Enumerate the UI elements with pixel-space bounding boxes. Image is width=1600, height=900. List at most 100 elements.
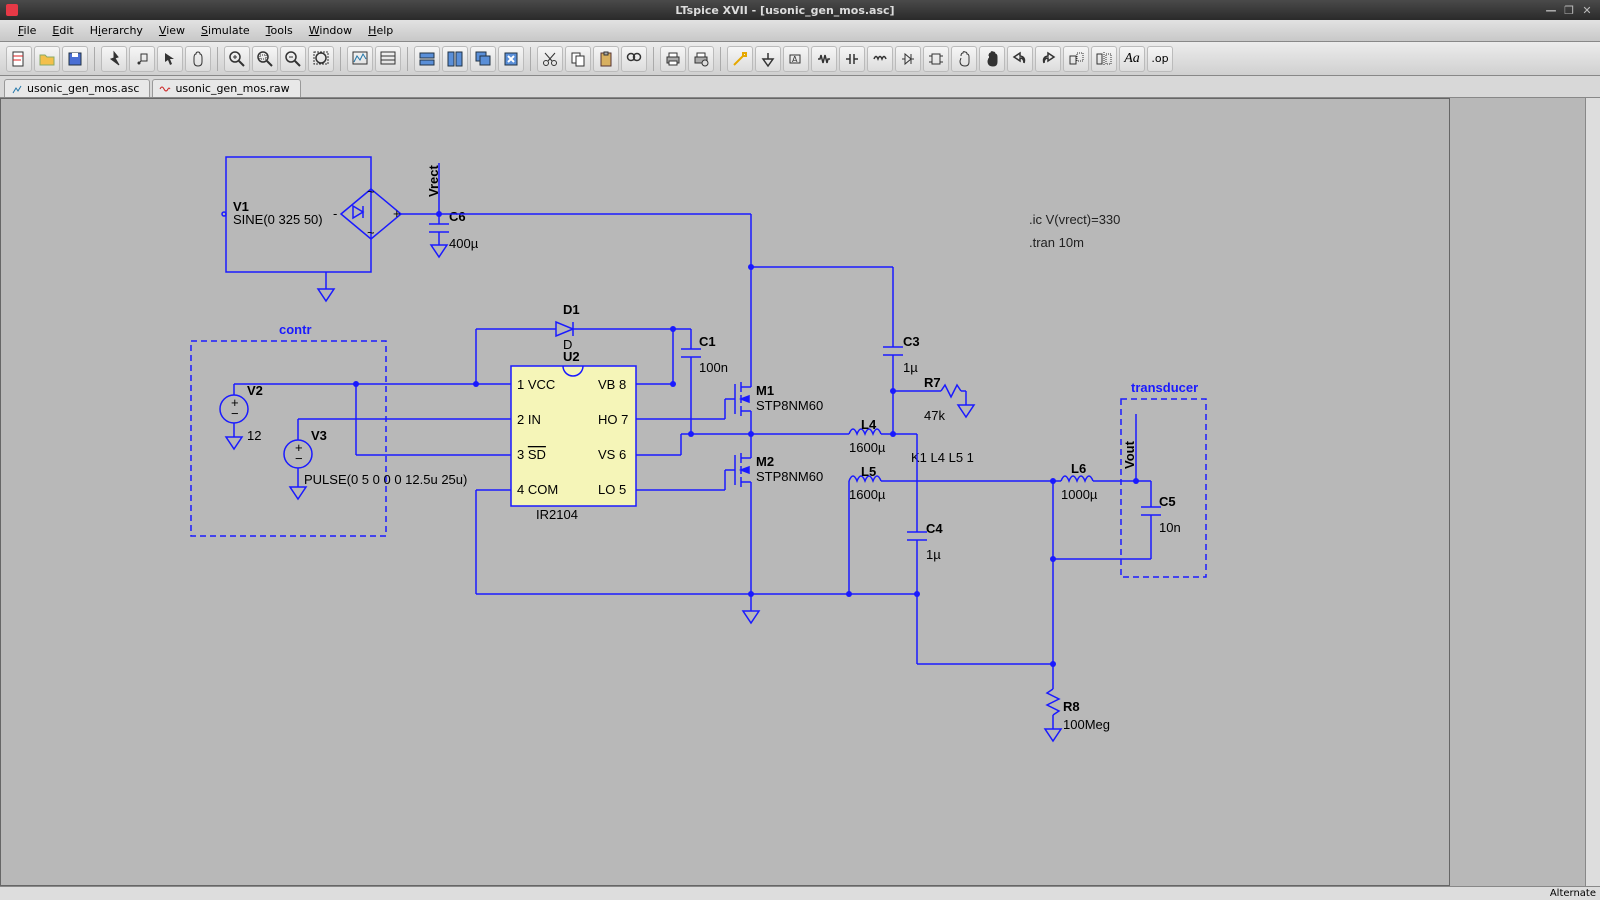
bridge-diode-icon bbox=[353, 206, 363, 218]
menu-simulate[interactable]: Simulate bbox=[195, 22, 256, 39]
menu-view[interactable]: View bbox=[153, 22, 191, 39]
tile-v-button[interactable] bbox=[442, 46, 468, 72]
l4-value: 1600µ bbox=[849, 440, 886, 455]
menu-tools[interactable]: Tools bbox=[260, 22, 299, 39]
ground-v1 bbox=[318, 289, 334, 301]
ground-button[interactable] bbox=[755, 46, 781, 72]
l5-ref: L5 bbox=[861, 464, 876, 479]
waveform-icon bbox=[159, 83, 171, 95]
v3-value: PULSE(0 5 0 0 0 12.5u 25u) bbox=[304, 472, 467, 487]
v2-ref: V2 bbox=[247, 383, 263, 398]
close-all-button[interactable] bbox=[498, 46, 524, 72]
ground-r7 bbox=[958, 405, 974, 417]
zoom-fit-button[interactable] bbox=[308, 46, 334, 72]
schematic-icon bbox=[11, 83, 23, 95]
menu-help[interactable]: Help bbox=[362, 22, 399, 39]
d1-ref: D1 bbox=[563, 302, 580, 317]
m1-ref: M1 bbox=[756, 383, 774, 398]
save-button[interactable] bbox=[62, 46, 88, 72]
restore-button[interactable]: ❐ bbox=[1562, 3, 1576, 17]
zoom-out-button[interactable] bbox=[280, 46, 306, 72]
toolbar: A Aa .op bbox=[0, 42, 1600, 76]
scrollbar-vertical[interactable] bbox=[1585, 98, 1600, 886]
print-button[interactable] bbox=[660, 46, 686, 72]
spice-directive-button[interactable]: .op bbox=[1147, 46, 1173, 72]
inductor-button[interactable] bbox=[867, 46, 893, 72]
menu-edit[interactable]: Edit bbox=[46, 22, 79, 39]
tab-raw[interactable]: usonic_gen_mos.raw bbox=[152, 79, 300, 97]
minimize-button[interactable]: — bbox=[1544, 3, 1558, 17]
rotate-button[interactable] bbox=[1063, 46, 1089, 72]
paste-button[interactable] bbox=[593, 46, 619, 72]
halt-button[interactable] bbox=[129, 46, 155, 72]
cascade-button[interactable] bbox=[470, 46, 496, 72]
status-text: Alternate bbox=[1550, 888, 1596, 899]
r8-symbol bbox=[1047, 689, 1059, 715]
redo-button[interactable] bbox=[1035, 46, 1061, 72]
diode-button[interactable] bbox=[895, 46, 921, 72]
r8-ref: R8 bbox=[1063, 699, 1080, 714]
new-schematic-button[interactable] bbox=[6, 46, 32, 72]
u2-model: IR2104 bbox=[536, 507, 578, 522]
v1-value: SINE(0 325 50) bbox=[233, 212, 323, 227]
k1-text: K1 L4 L5 1 bbox=[911, 450, 974, 465]
close-button[interactable]: ✕ bbox=[1580, 3, 1594, 17]
u2-pin4: 4 COM bbox=[517, 482, 558, 497]
u2-pin1: 1 VCC bbox=[517, 377, 555, 392]
svg-text:~: ~ bbox=[367, 225, 375, 240]
c6-ref: C6 bbox=[449, 209, 466, 224]
text-button[interactable]: Aa bbox=[1119, 46, 1145, 72]
copy-button[interactable] bbox=[565, 46, 591, 72]
setup-button[interactable] bbox=[375, 46, 401, 72]
window-title: LTspice XVII - [usonic_gen_mos.asc] bbox=[26, 4, 1544, 17]
directive-ic: .ic V(vrect)=330 bbox=[1029, 212, 1120, 227]
tile-button[interactable] bbox=[414, 46, 440, 72]
menu-window[interactable]: Window bbox=[303, 22, 358, 39]
pan-button[interactable] bbox=[185, 46, 211, 72]
l4-ref: L4 bbox=[861, 417, 877, 432]
m2-ref: M2 bbox=[756, 454, 774, 469]
statusbar: Alternate bbox=[0, 886, 1600, 900]
open-button[interactable] bbox=[34, 46, 60, 72]
svg-text:+: + bbox=[393, 206, 401, 221]
svg-text:−: − bbox=[295, 451, 303, 466]
svg-text:−: − bbox=[231, 406, 239, 421]
mirror-button[interactable] bbox=[1091, 46, 1117, 72]
svg-text:~: ~ bbox=[367, 184, 375, 199]
label-button[interactable]: A bbox=[783, 46, 809, 72]
svg-text:-: - bbox=[333, 206, 337, 221]
directive-tran: .tran 10m bbox=[1029, 235, 1084, 250]
block-transducer-label: transducer bbox=[1131, 380, 1198, 395]
ground-v3 bbox=[290, 487, 306, 499]
v1-terminal bbox=[222, 212, 226, 216]
m1-symbol bbox=[725, 379, 751, 434]
autorange-button[interactable] bbox=[347, 46, 373, 72]
cut-button[interactable] bbox=[537, 46, 563, 72]
print-setup-button[interactable] bbox=[688, 46, 714, 72]
r7-ref: R7 bbox=[924, 375, 941, 390]
capacitor-button[interactable] bbox=[839, 46, 865, 72]
net-vrect: Vrect bbox=[426, 165, 441, 197]
drag-button[interactable] bbox=[979, 46, 1005, 72]
zoom-area-button[interactable] bbox=[252, 46, 278, 72]
r8-value: 100Meg bbox=[1063, 717, 1110, 732]
tab-asc[interactable]: usonic_gen_mos.asc bbox=[4, 79, 150, 97]
menu-file[interactable]: File bbox=[12, 22, 42, 39]
undo-button[interactable] bbox=[1007, 46, 1033, 72]
l5-value: 1600µ bbox=[849, 487, 886, 502]
move-button[interactable] bbox=[951, 46, 977, 72]
resistor-button[interactable] bbox=[811, 46, 837, 72]
schematic-canvas[interactable]: contr transducer .ic V(vrect)=330 .tran … bbox=[0, 98, 1450, 886]
zoom-in-button[interactable] bbox=[224, 46, 250, 72]
menu-hierarchy[interactable]: Hierarchy bbox=[84, 22, 149, 39]
draw-wire-button[interactable] bbox=[727, 46, 753, 72]
app-icon bbox=[6, 4, 18, 16]
ground-main bbox=[743, 611, 759, 623]
component-button[interactable] bbox=[923, 46, 949, 72]
run-button[interactable] bbox=[101, 46, 127, 72]
schematic-svg: contr transducer .ic V(vrect)=330 .tran … bbox=[1, 99, 1451, 887]
v3-ref: V3 bbox=[311, 428, 327, 443]
find-button[interactable] bbox=[621, 46, 647, 72]
pick-button[interactable] bbox=[157, 46, 183, 72]
m2-symbol bbox=[725, 434, 751, 594]
